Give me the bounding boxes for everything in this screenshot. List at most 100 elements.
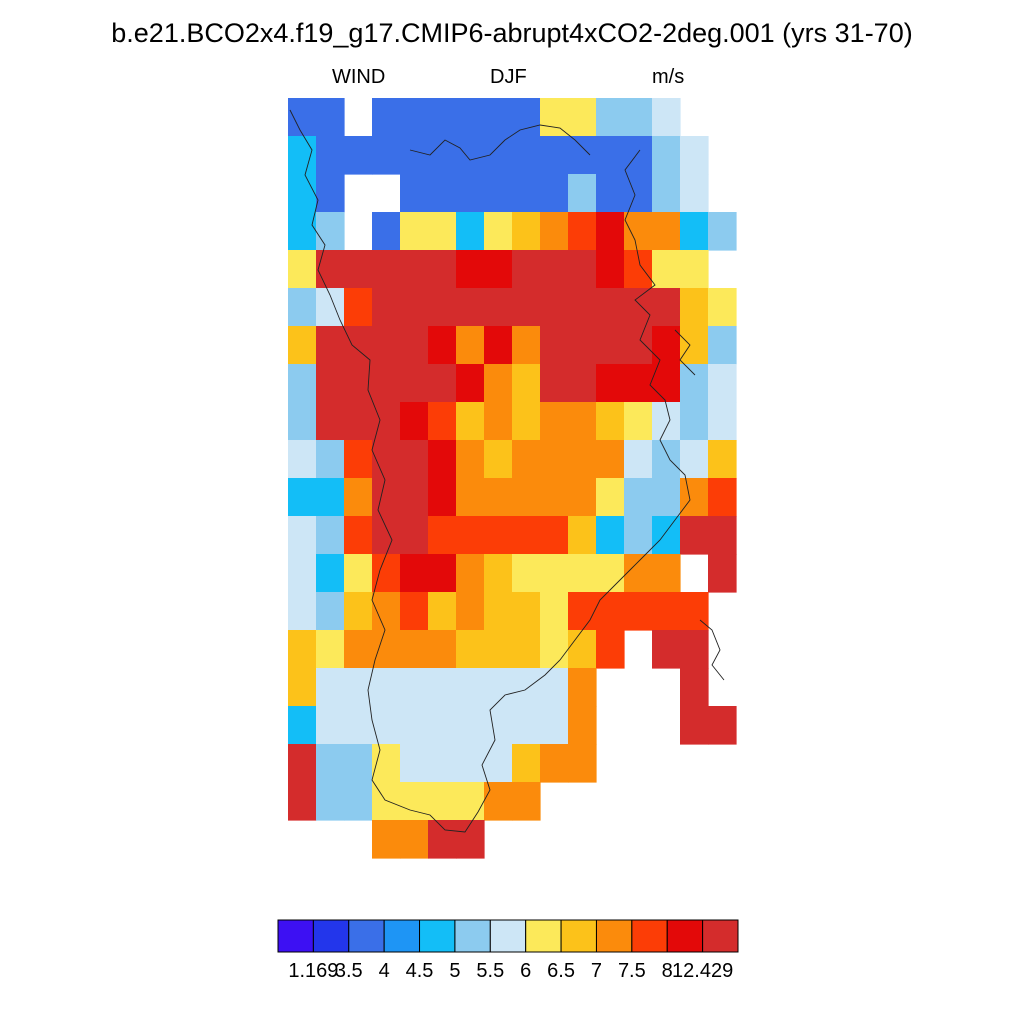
map-cell [680,668,709,707]
map-cell [680,326,709,365]
map-cell [372,250,401,289]
map-cell [568,592,597,631]
map-cell [428,630,457,669]
map-cell [400,554,429,593]
map-cell [680,478,709,517]
map-cell [428,136,457,175]
map-cell [540,402,569,441]
map-cell [316,174,345,213]
map-cell [288,402,317,441]
map-cell [372,630,401,669]
map-cell [568,630,597,669]
map-cell [428,478,457,517]
map-cell [372,820,401,859]
map-cell [484,440,513,479]
map-cell [400,250,429,289]
map-cell [680,174,709,213]
map-cell [652,98,681,137]
map-cell [288,136,317,175]
map-cell [456,820,485,859]
map-cell [316,630,345,669]
map-cell [456,706,485,745]
map-cell [512,478,541,517]
colorbar-swatch [489,919,527,953]
map-cell [596,554,625,593]
map-cell [624,592,653,631]
map-cell [456,744,485,783]
map-cell [596,364,625,403]
map-cell [456,326,485,365]
coastline-path [674,329,696,376]
map-cell [512,668,541,707]
map-cell [288,288,317,327]
map-cell [456,174,485,213]
map-cell [288,212,317,251]
map-cell [344,706,373,745]
map-cell [428,820,457,859]
map-cell [484,706,513,745]
map-cell [372,98,401,137]
map-cell [456,478,485,517]
map-cell [596,478,625,517]
variable-label: WIND [332,66,386,88]
map-cell [400,630,429,669]
map-cell [568,250,597,289]
map-cell [568,402,597,441]
map-cell [512,136,541,175]
map-cell [568,706,597,745]
map-cell [428,782,457,821]
map-cell [456,212,485,251]
map-cell [568,136,597,175]
colorbar-label: 8 [661,960,673,982]
map-cell [680,288,709,327]
map-cell [344,440,373,479]
map-cell [540,364,569,403]
map-cell [540,212,569,251]
map-cell [652,326,681,365]
map-cell [372,326,401,365]
map-cell [400,136,429,175]
map-cell [596,288,625,327]
map-cell [316,326,345,365]
map-cell [484,516,513,555]
map-cell [624,440,653,479]
colorbar-label: 5.5 [476,960,505,982]
map-cell [512,744,541,783]
map-cell [484,402,513,441]
map-cell [288,744,317,783]
map-cell [708,212,737,251]
map-cell [288,706,317,745]
map-cell [428,250,457,289]
map-cell [428,402,457,441]
map-cell [512,440,541,479]
map-cell [428,326,457,365]
map-cell [456,364,485,403]
map-cell [540,478,569,517]
map-cell [428,440,457,479]
coastline-path [289,109,691,833]
map-cell [652,288,681,327]
map-cell [680,250,709,289]
map-cell [596,440,625,479]
colorbar-swatch [312,919,350,953]
map-cell [372,516,401,555]
colorbar-swatch [277,919,314,953]
map-cell [400,402,429,441]
map-cell [624,136,653,175]
map-cell [344,630,373,669]
map-cell [428,516,457,555]
map-cell [568,554,597,593]
map-cell [316,440,345,479]
map-cell [624,174,653,213]
colorbar-swatch [348,919,385,953]
map-cell [512,706,541,745]
map-cell [316,364,345,403]
map-cell [456,98,485,137]
map-cell [288,782,317,821]
map-cell [400,98,429,137]
map-cell [428,98,457,137]
colorbar-label: 4.5 [405,960,434,982]
map-cell [680,706,709,745]
map-cell [456,782,485,821]
map-cell [316,98,345,137]
